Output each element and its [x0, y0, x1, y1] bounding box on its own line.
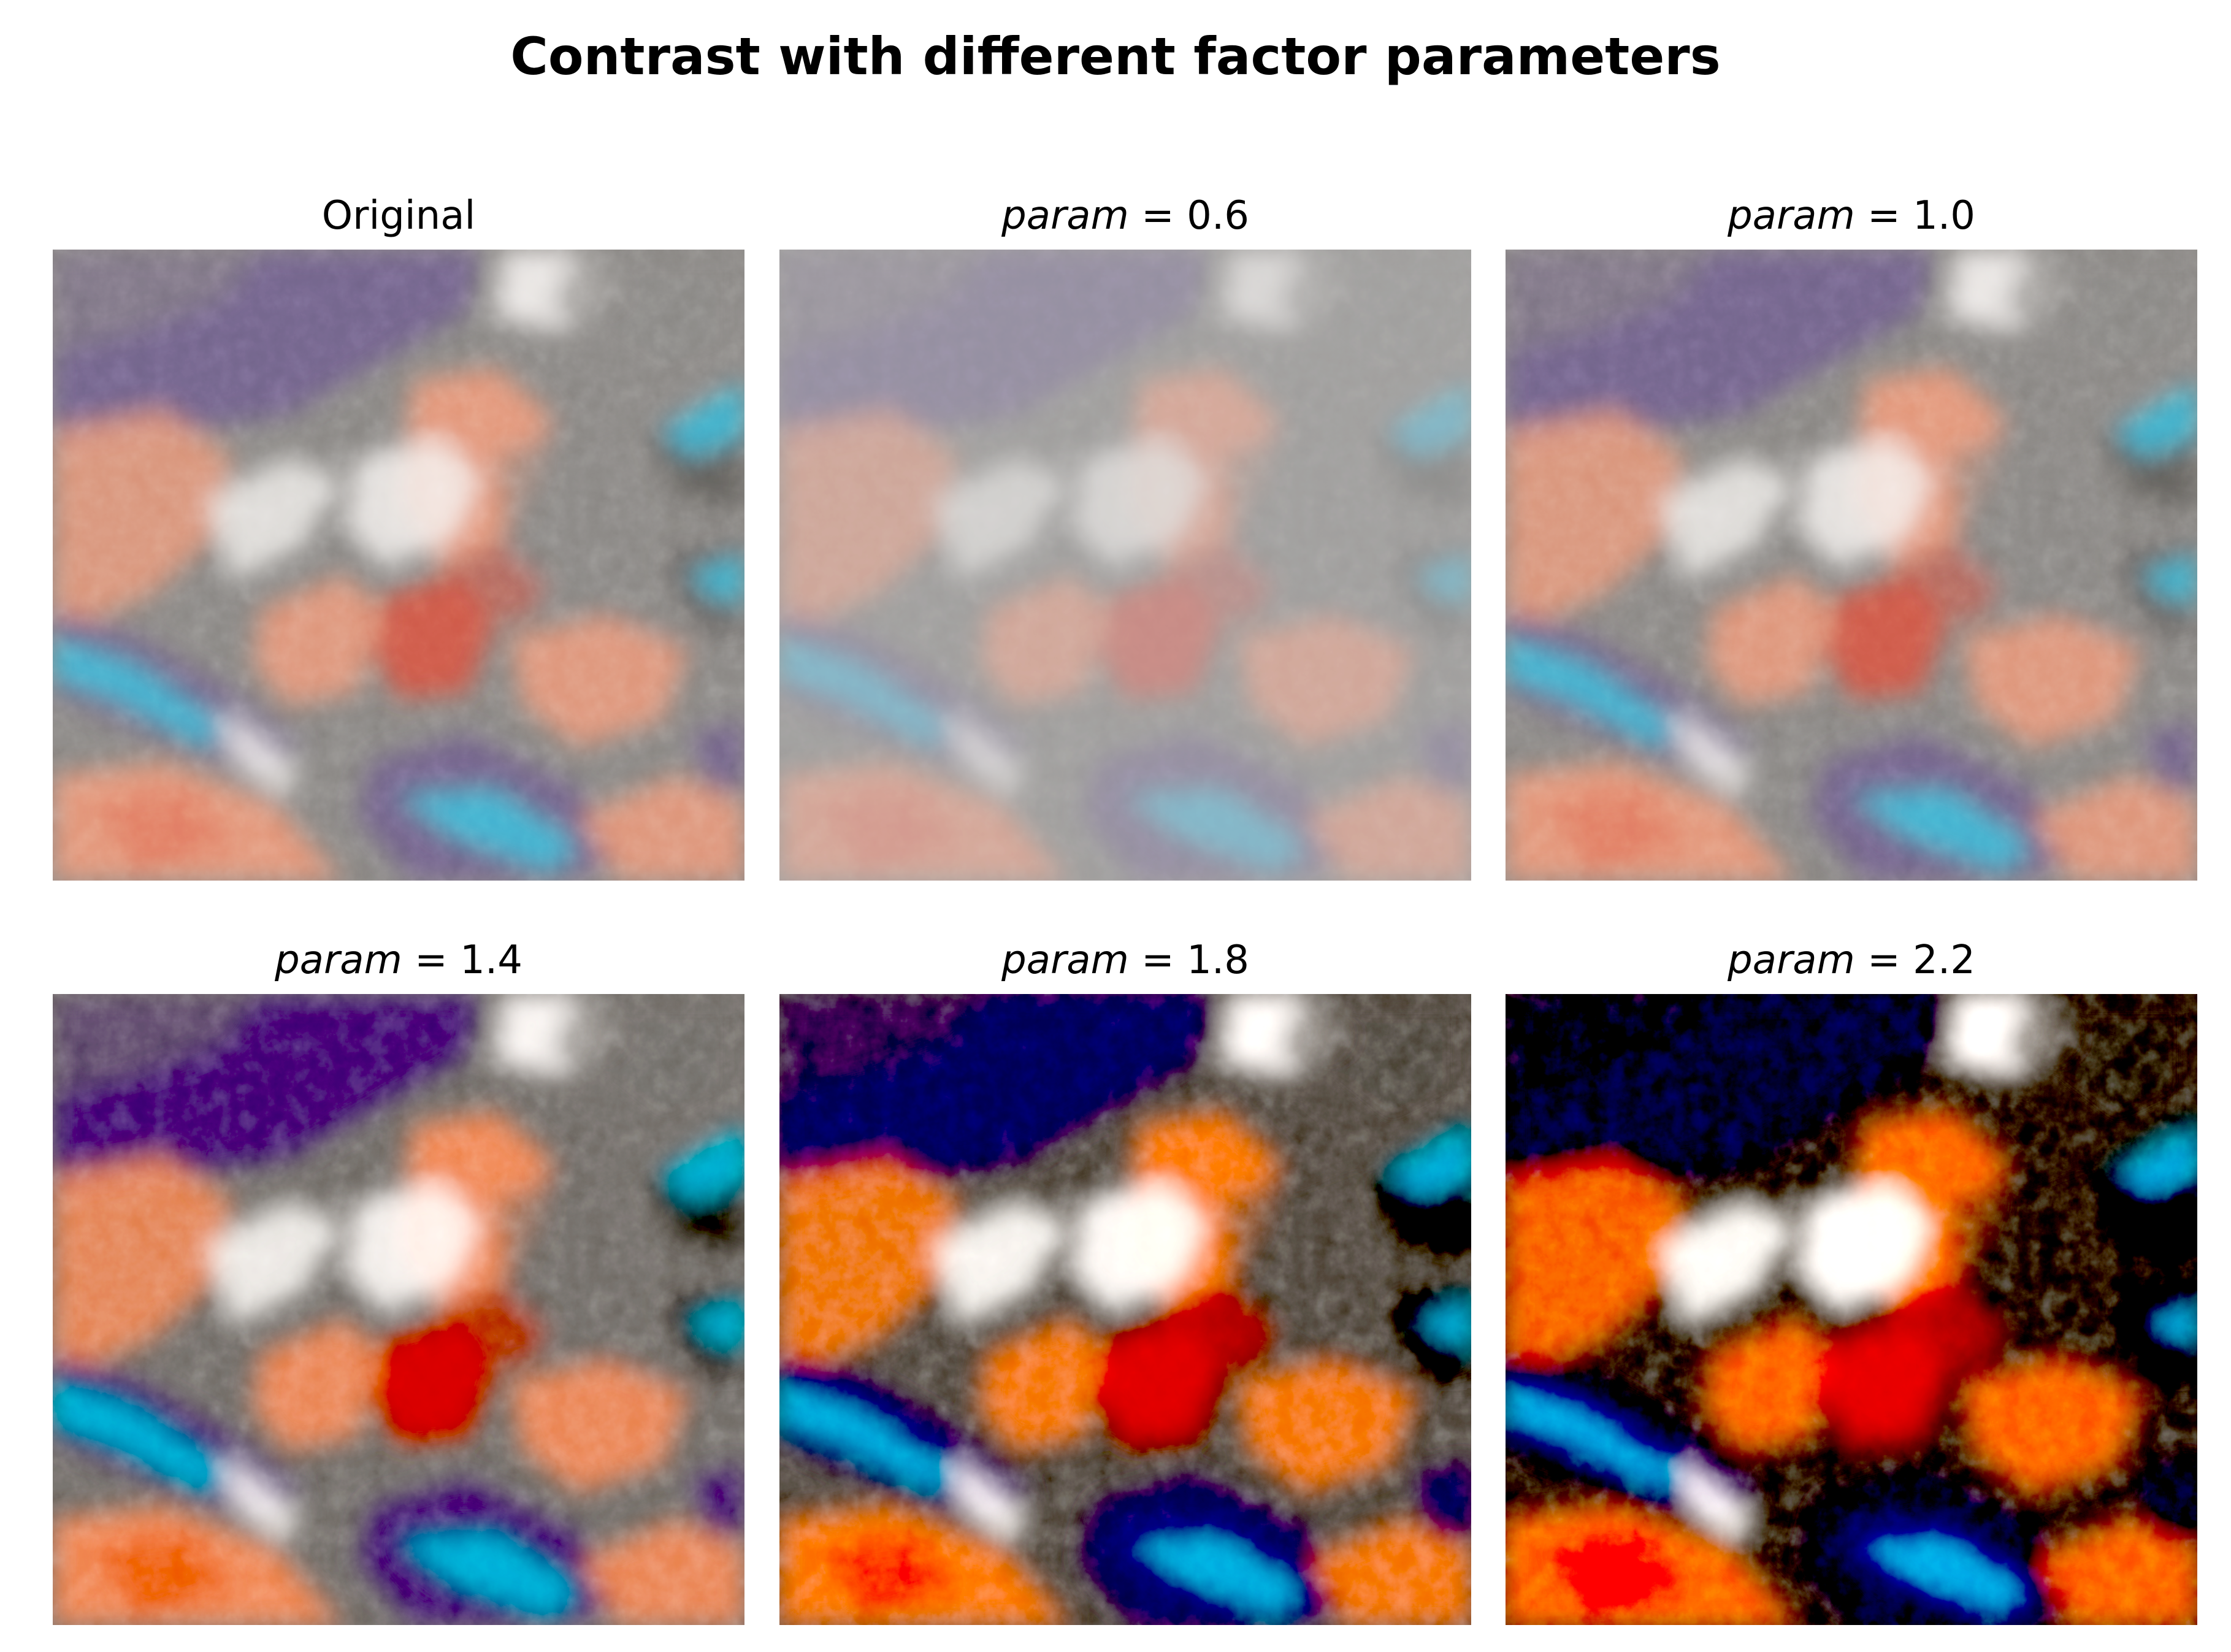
param-value: = 1.0: [1854, 193, 1975, 239]
param-value: = 2.2: [1854, 938, 1975, 983]
figure-title: Contrast with different factor parameter…: [510, 26, 1721, 86]
param-symbol: param: [1001, 193, 1129, 239]
terrain-image: [779, 994, 1471, 1625]
terrain-image: [53, 994, 744, 1625]
param-symbol: param: [1001, 938, 1129, 983]
terrain-image: [1506, 250, 2197, 881]
panel-title: param = 0.6: [779, 191, 1471, 240]
param-value: = 1.8: [1128, 938, 1249, 983]
param-symbol: param: [275, 938, 402, 983]
panel-title: param = 1.4: [53, 936, 744, 985]
panel-label: Original: [321, 193, 476, 239]
terrain-image: [53, 250, 744, 881]
panel-title: param = 2.2: [1506, 936, 2197, 985]
param-symbol: param: [1728, 193, 1855, 239]
terrain-image: [1506, 994, 2197, 1625]
param-value: = 1.4: [402, 938, 522, 983]
panel-title: Original: [53, 191, 744, 240]
param-value: = 0.6: [1128, 193, 1249, 239]
panel-title: param = 1.0: [1506, 191, 2197, 240]
panel-title: param = 1.8: [779, 936, 1471, 985]
terrain-image: [779, 250, 1471, 881]
param-symbol: param: [1728, 938, 1855, 983]
